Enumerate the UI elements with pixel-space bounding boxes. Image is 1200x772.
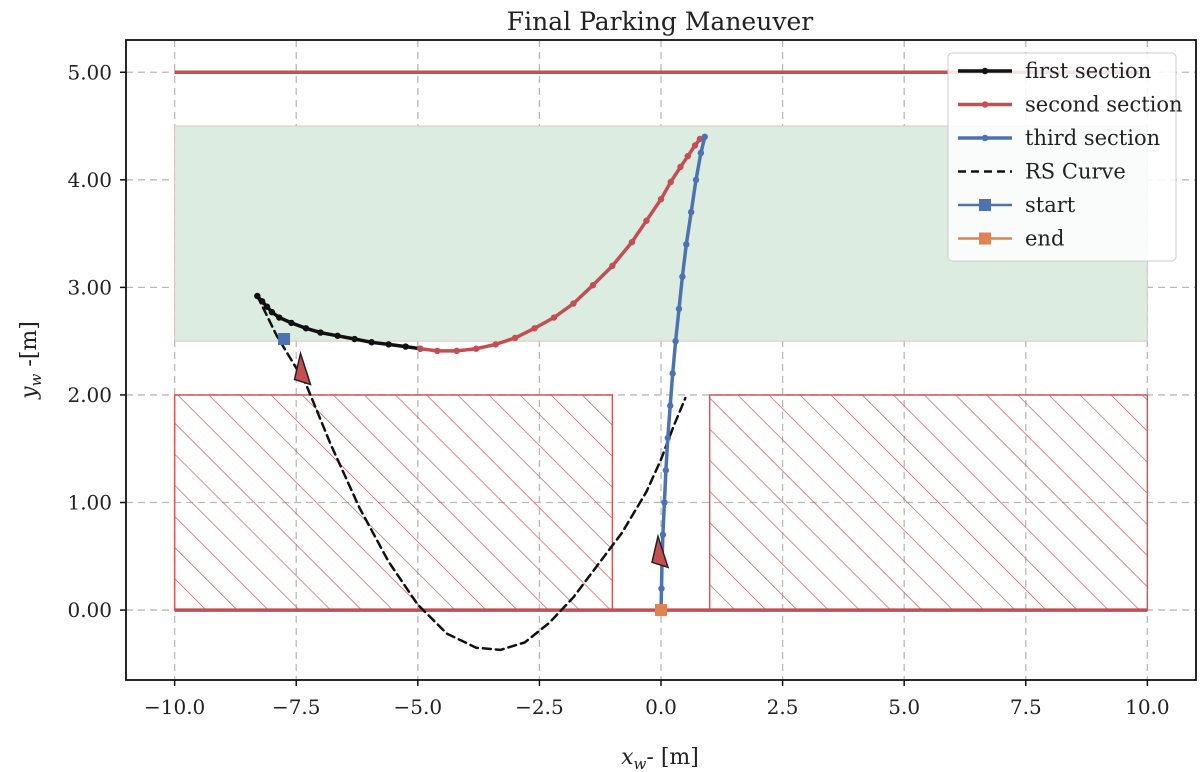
first-section-point [334, 332, 341, 339]
first-section-point [258, 298, 266, 305]
first-section-point [268, 308, 276, 316]
y-axis-unit: -[m] [17, 321, 42, 373]
third-section-point [672, 337, 679, 345]
legend-dot-second-section [981, 101, 989, 108]
heading-arrow [651, 533, 670, 569]
legend-dot-first-section [981, 67, 989, 75]
y-tick-label: 0.00 [67, 598, 112, 622]
third-section-point [661, 499, 668, 506]
y-tick-label: 4.00 [67, 168, 112, 192]
y-tick-label: 2.00 [67, 383, 112, 407]
x-tick-label: 7.5 [1010, 695, 1042, 719]
third-section-point [667, 402, 674, 409]
third-section-point [662, 467, 670, 474]
legend-label-start: start [1025, 193, 1076, 217]
first-section-point [385, 341, 392, 348]
x-tick-label: 10.0 [1125, 695, 1170, 719]
first-section-point [368, 339, 375, 346]
x-axis-var: x [621, 745, 634, 770]
second-section-point [417, 345, 424, 352]
second-section-point [677, 163, 684, 171]
x-tick-label: −7.5 [272, 695, 321, 719]
third-section-point [679, 273, 686, 280]
markers-layer [278, 333, 670, 617]
x-tick-label: −10.0 [144, 695, 205, 719]
third-section-point [687, 208, 695, 216]
first-section-point [276, 314, 283, 321]
first-section-point [288, 319, 295, 327]
second-section-point [657, 195, 665, 203]
legend: first section second section third section… [947, 52, 1183, 262]
x-tick-label: 0.0 [645, 695, 677, 719]
first-section-point [402, 343, 409, 350]
y-tick-label: 1.00 [67, 491, 112, 515]
heading-arrow [293, 350, 312, 386]
chart-title: Final Parking Maneuver [507, 7, 813, 36]
x-axis-label: xw- [m] [621, 745, 699, 772]
x-tick-label: −5.0 [394, 695, 443, 719]
x-tick-label: 5.0 [888, 695, 920, 719]
y-axis-sub: w [27, 373, 45, 386]
first-section-point [254, 292, 261, 300]
parked-obstacle [708, 394, 1149, 611]
third-section-point [675, 305, 683, 313]
y-tick-label: 3.00 [67, 275, 112, 299]
third-section-point [692, 176, 700, 184]
first-section-point [351, 335, 358, 343]
regions-layer [173, 70, 1149, 612]
y-axis-label: yw -[m] [17, 321, 45, 400]
second-section-point [643, 217, 650, 224]
second-section-point [696, 135, 704, 143]
second-section-point [531, 325, 538, 332]
second-section-point [472, 345, 480, 352]
third-section-point [659, 531, 667, 538]
third-section-point [664, 434, 672, 442]
rs-curve-line [256, 294, 687, 652]
parked-obstacle [173, 394, 614, 611]
second-section-point [684, 152, 691, 160]
legend-dot-third-section [981, 134, 989, 142]
second-section-point [570, 300, 577, 307]
y-axis-var: y [17, 386, 42, 400]
first-section-point [302, 325, 310, 332]
legend-label-end: end [1025, 227, 1064, 251]
second-section-point [667, 178, 674, 186]
legend-square-end [979, 232, 991, 245]
series-layer [254, 133, 708, 652]
ticks-layer: −10.0 −7.5 −5.0 −2.5 0.0 2.5 5.0 7.5 10.0 0.00 1.0… [67, 60, 1169, 719]
end-marker [655, 604, 667, 617]
legend-label-rs-curve: RS Curve [1025, 160, 1126, 184]
x-tick-label: −2.5 [515, 695, 564, 719]
legend-label-first-section: first section [1025, 59, 1151, 83]
second-section-point [550, 314, 558, 321]
start-marker [278, 333, 291, 346]
third-section-point [701, 133, 708, 141]
third-section-point [697, 149, 705, 157]
x-axis-sub: w [634, 755, 647, 772]
y-tick-label: 5.00 [67, 60, 112, 84]
third-section-point [683, 241, 690, 248]
legend-square-start [979, 199, 991, 211]
second-section-point [511, 334, 519, 342]
legend-label-third-section: third section [1025, 126, 1160, 150]
second-section-point [492, 341, 499, 348]
x-axis-unit: - [m] [646, 745, 698, 770]
second-section-point [628, 239, 636, 246]
first-section-point [263, 303, 271, 310]
third-section-point [658, 585, 665, 592]
second-section-point [609, 262, 616, 270]
x-tick-label: 2.5 [767, 695, 799, 719]
second-section-point [434, 347, 441, 355]
legend-label-second-section: second section [1025, 93, 1183, 117]
second-section-point [589, 282, 597, 289]
second-section-point [453, 347, 460, 355]
first-section-point [317, 329, 324, 336]
second-section-point [691, 142, 699, 149]
third-section-point [669, 370, 676, 377]
